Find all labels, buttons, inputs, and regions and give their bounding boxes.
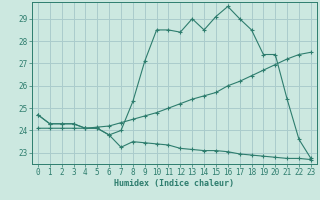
X-axis label: Humidex (Indice chaleur): Humidex (Indice chaleur) [115,179,234,188]
